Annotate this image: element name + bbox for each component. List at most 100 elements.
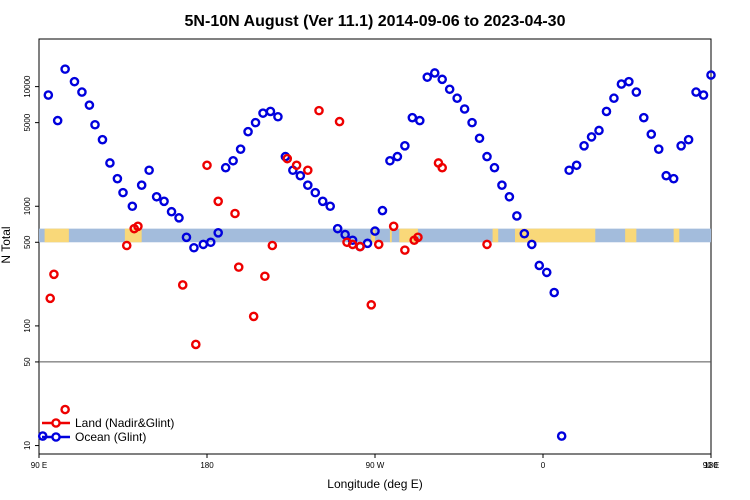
ocean-point bbox=[400, 141, 410, 151]
ocean-point bbox=[534, 260, 545, 271]
ocean-point bbox=[616, 79, 627, 89]
ocean-point bbox=[325, 201, 336, 212]
ocean-point bbox=[265, 106, 276, 117]
y-tick-label: 5000 bbox=[23, 113, 32, 131]
map-land-patch bbox=[492, 228, 499, 243]
ocean-point bbox=[105, 158, 115, 168]
land-point bbox=[366, 300, 377, 310]
land-point bbox=[291, 160, 302, 171]
y-axis-label: N Total bbox=[0, 226, 13, 263]
x-tick-label: 90 E bbox=[703, 461, 719, 470]
land-point bbox=[388, 221, 399, 232]
land-point bbox=[260, 271, 270, 282]
ocean-point bbox=[377, 205, 388, 216]
ocean-point bbox=[144, 165, 154, 176]
land-point bbox=[282, 153, 293, 164]
legend-marker bbox=[51, 432, 61, 442]
series-ocean bbox=[37, 64, 716, 441]
ocean-point bbox=[452, 93, 462, 104]
land-point bbox=[482, 239, 492, 250]
land-point bbox=[213, 196, 223, 207]
ocean-point bbox=[273, 111, 283, 122]
ocean-point bbox=[706, 70, 716, 80]
ocean-point bbox=[166, 206, 177, 217]
ocean-point bbox=[370, 226, 380, 236]
series-land bbox=[45, 105, 492, 415]
ocean-point bbox=[136, 180, 147, 190]
land-point bbox=[202, 160, 212, 171]
ocean-point bbox=[429, 68, 440, 78]
ocean-point bbox=[198, 239, 209, 250]
x-tick-label: 90 E bbox=[31, 461, 47, 470]
ocean-point bbox=[205, 237, 216, 248]
ocean-point bbox=[220, 162, 231, 173]
legend-label: Land (Nadir&Glint) bbox=[75, 416, 174, 430]
land-point bbox=[190, 339, 201, 350]
legend-label: Ocean (Glint) bbox=[75, 430, 146, 444]
ocean-point bbox=[579, 141, 589, 151]
ocean-point bbox=[549, 287, 560, 298]
ocean-point bbox=[118, 187, 128, 198]
ocean-point bbox=[243, 126, 253, 137]
land-point bbox=[248, 311, 259, 322]
ocean-point bbox=[459, 104, 470, 114]
ocean-point bbox=[489, 162, 500, 173]
ocean-point bbox=[624, 76, 634, 87]
land-point bbox=[45, 293, 56, 304]
ocean-point bbox=[594, 125, 604, 136]
ocean-point bbox=[332, 223, 343, 234]
ocean-point bbox=[519, 228, 530, 239]
land-point bbox=[334, 116, 345, 127]
y-tick-label: 500 bbox=[23, 235, 32, 249]
y-tick-label: 10000 bbox=[23, 75, 32, 98]
ocean-point bbox=[174, 213, 184, 223]
ocean-point bbox=[258, 108, 268, 118]
land-point bbox=[60, 404, 70, 415]
ocean-point bbox=[97, 134, 108, 145]
ocean-point bbox=[213, 228, 223, 238]
ocean-point bbox=[422, 72, 433, 82]
ocean-point bbox=[302, 180, 313, 190]
ocean-point bbox=[317, 196, 328, 207]
y-tick-label: 1000 bbox=[23, 197, 32, 215]
ocean-point bbox=[52, 115, 63, 126]
map-land-patch bbox=[515, 228, 547, 243]
chart-title: 5N-10N August (Ver 11.1) 2014-09-06 to 2… bbox=[185, 13, 566, 30]
ocean-point bbox=[444, 84, 455, 95]
ocean-point bbox=[474, 133, 485, 144]
ocean-point bbox=[661, 170, 672, 181]
ocean-point bbox=[631, 87, 642, 97]
y-tick-label: 10 bbox=[23, 441, 32, 450]
land-point bbox=[355, 241, 365, 252]
y-tick-label: 100 bbox=[23, 319, 32, 333]
ocean-point bbox=[392, 151, 403, 162]
ocean-point bbox=[527, 239, 537, 250]
ocean-point bbox=[467, 117, 477, 128]
x-tick-label: 180 bbox=[704, 461, 718, 470]
series-layer bbox=[37, 64, 716, 441]
ocean-point bbox=[504, 191, 515, 202]
ocean-point bbox=[90, 119, 100, 130]
map-land-patch bbox=[44, 228, 69, 243]
land-point bbox=[373, 239, 384, 250]
land-point bbox=[177, 280, 188, 290]
ocean-point bbox=[414, 115, 425, 126]
ocean-point bbox=[482, 151, 492, 162]
ocean-point bbox=[250, 117, 261, 128]
ocean-point bbox=[181, 232, 192, 243]
ocean-point bbox=[189, 242, 199, 253]
ocean-point bbox=[295, 170, 306, 181]
ocean-point bbox=[683, 134, 694, 145]
ocean-point bbox=[512, 211, 522, 221]
map-land-patch bbox=[673, 228, 680, 243]
ocean-point bbox=[564, 165, 574, 176]
ocean-point bbox=[151, 191, 162, 202]
land-point bbox=[121, 240, 132, 251]
ocean-point bbox=[112, 173, 123, 184]
ocean-point bbox=[698, 90, 709, 100]
map-land-patch bbox=[389, 228, 392, 243]
x-tick-label: 180 bbox=[200, 461, 214, 470]
land-point bbox=[233, 262, 244, 272]
